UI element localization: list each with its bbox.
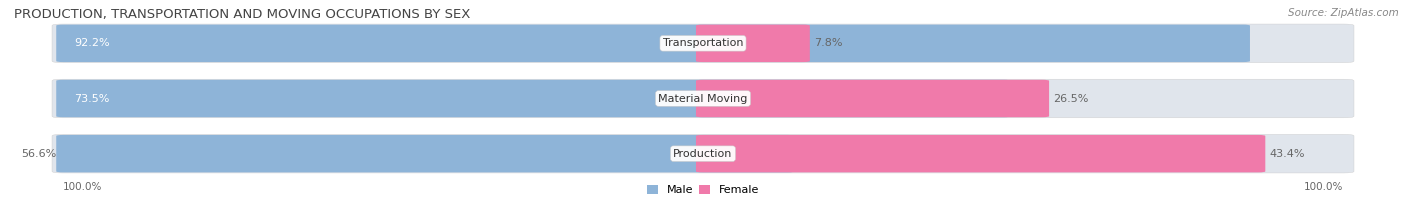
Text: 92.2%: 92.2% [75,38,110,48]
Text: 43.4%: 43.4% [1270,149,1305,159]
Text: 73.5%: 73.5% [75,94,110,103]
FancyBboxPatch shape [696,80,1049,117]
FancyBboxPatch shape [696,135,1265,172]
FancyBboxPatch shape [696,25,810,62]
Text: Source: ZipAtlas.com: Source: ZipAtlas.com [1288,8,1399,18]
Text: 26.5%: 26.5% [1053,94,1088,103]
Text: Transportation: Transportation [662,38,744,48]
Legend: Male, Female: Male, Female [647,185,759,195]
FancyBboxPatch shape [56,135,794,172]
Text: Material Moving: Material Moving [658,94,748,103]
Text: 7.8%: 7.8% [814,38,842,48]
FancyBboxPatch shape [52,79,1354,118]
FancyBboxPatch shape [56,80,1011,117]
Text: 56.6%: 56.6% [21,149,56,159]
Text: Production: Production [673,149,733,159]
FancyBboxPatch shape [52,134,1354,173]
FancyBboxPatch shape [52,24,1354,63]
FancyBboxPatch shape [56,25,1250,62]
Text: 100.0%: 100.0% [1303,182,1343,192]
Text: 100.0%: 100.0% [63,182,103,192]
Text: PRODUCTION, TRANSPORTATION AND MOVING OCCUPATIONS BY SEX: PRODUCTION, TRANSPORTATION AND MOVING OC… [14,8,471,21]
